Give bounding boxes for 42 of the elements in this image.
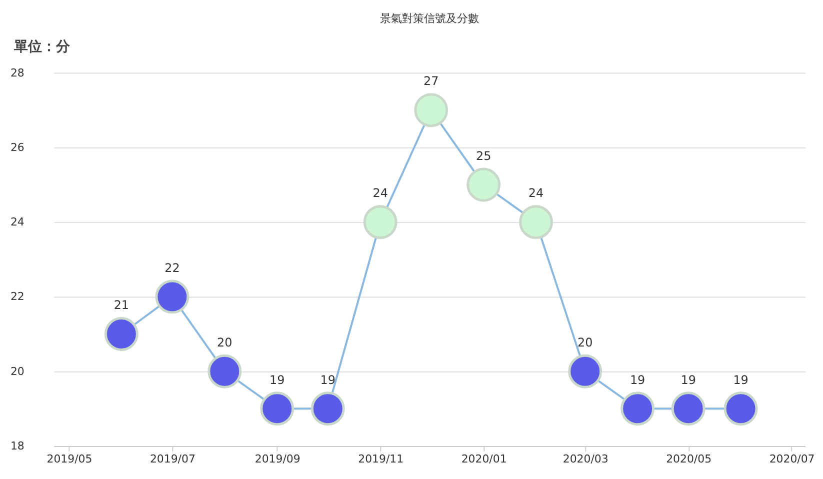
point <box>724 392 758 426</box>
data-label: 27 <box>424 74 439 88</box>
x-tick-label: 2020/01 <box>461 452 507 466</box>
y-tick-label: 26 <box>10 140 24 154</box>
point <box>208 354 242 388</box>
y-tick-label: 24 <box>10 216 24 229</box>
point <box>519 205 554 240</box>
x-tick-label: 2019/05 <box>46 452 92 466</box>
data-label: 22 <box>164 260 180 275</box>
y-tick-label: 22 <box>10 290 24 304</box>
data-label: 19 <box>630 372 646 387</box>
x-tick-label: 2019/11 <box>358 452 404 466</box>
y-axis-title: 單位：分 <box>12 38 71 55</box>
y-tick-label: 20 <box>10 364 24 378</box>
x-tick-label: 2020/03 <box>562 452 608 466</box>
data-label: 25 <box>476 148 492 163</box>
chart-title: 景氣對策信號及分數 <box>380 12 479 26</box>
data-label: 24 <box>528 186 544 200</box>
data-label: 19 <box>320 372 336 387</box>
point <box>671 392 706 426</box>
point <box>620 392 655 426</box>
data-label: 19 <box>680 372 696 387</box>
data-label: 19 <box>733 372 748 387</box>
point <box>363 205 398 240</box>
data-label: 21 <box>114 298 130 312</box>
data-label: 19 <box>270 372 285 387</box>
point <box>466 168 501 202</box>
point <box>568 354 602 388</box>
point <box>310 392 345 426</box>
x-tick-label: 2020/05 <box>666 452 712 466</box>
data-label: 24 <box>372 186 388 200</box>
x-tick-label: 2020/07 <box>769 452 815 466</box>
data-label: 20 <box>577 335 593 350</box>
point <box>155 280 190 314</box>
y-tick-label: 18 <box>10 439 24 452</box>
point <box>414 93 448 128</box>
x-tick-label: 2019/09 <box>254 452 300 466</box>
point <box>104 317 138 351</box>
point <box>260 392 294 426</box>
y-tick-label: 28 <box>10 66 24 80</box>
data-label: 20 <box>217 335 232 350</box>
x-tick-label: 2019/07 <box>150 452 196 466</box>
